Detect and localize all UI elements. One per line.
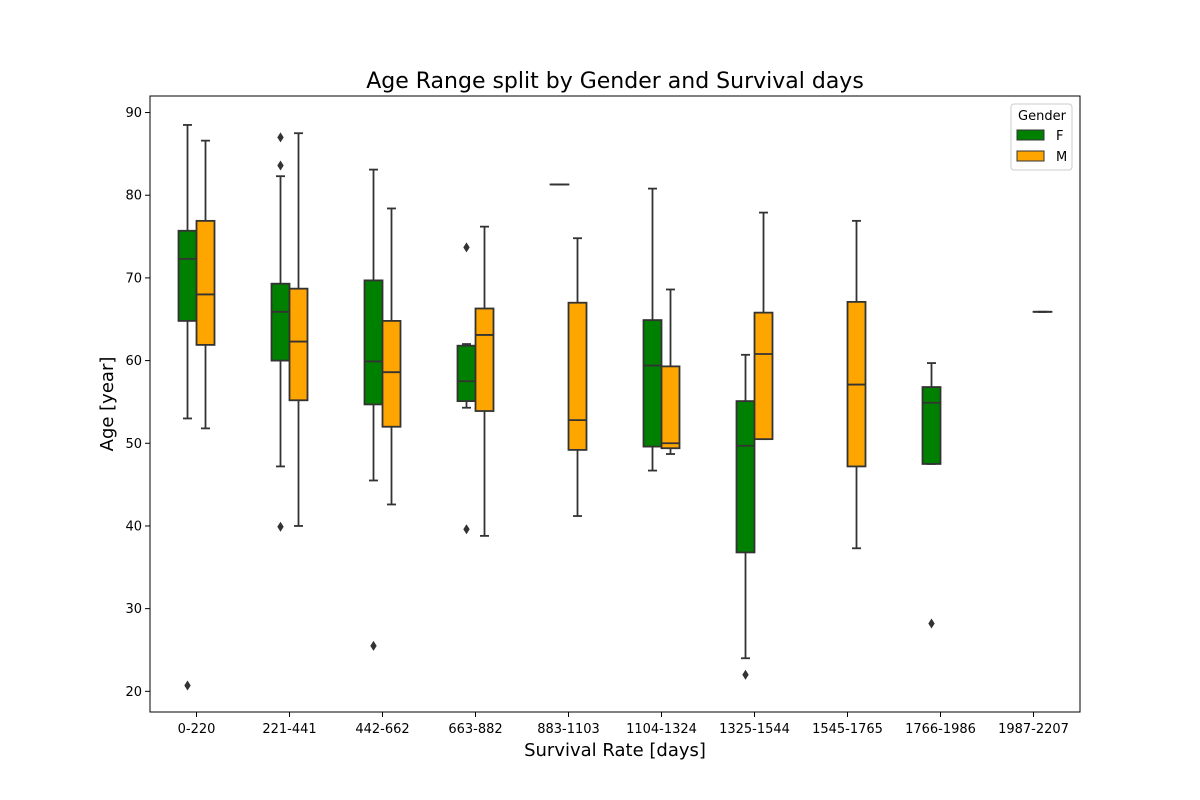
box-m-0-220 — [195, 139, 216, 430]
plot-border — [149, 95, 1081, 713]
x-tick-label: 1325-1544 — [719, 722, 790, 737]
iqr-box — [660, 365, 681, 450]
legend-swatch-m — [1016, 150, 1045, 162]
box-m-883-1103 — [567, 237, 588, 517]
outlier-point — [463, 242, 470, 253]
x-tick-label: 442-662 — [355, 722, 409, 737]
outlier-point — [463, 524, 470, 535]
outlier-point — [277, 132, 284, 143]
outlier-point — [277, 521, 284, 532]
x-axis: 0-220 221-441 442-662 663-882 883-1103 1104-1… — [178, 712, 1069, 737]
y-tick-label: 70 — [125, 271, 142, 286]
x-tick-label: 0-220 — [178, 722, 216, 737]
x-tick-label: 1104-1324 — [626, 722, 697, 737]
outlier-point — [370, 640, 377, 651]
x-tick-label: 221-441 — [262, 722, 316, 737]
boxes-layer — [177, 124, 1053, 691]
x-tick-label: 1766-1986 — [905, 722, 976, 737]
y-tick-label: 50 — [125, 437, 142, 452]
iqr-box — [567, 301, 588, 451]
box-m-442-662 — [381, 207, 402, 506]
iqr-box — [288, 287, 309, 402]
y-axis-label: Age [year] — [97, 357, 118, 452]
x-tick-label: 883-1103 — [537, 722, 600, 737]
outlier-point — [277, 160, 284, 171]
outlier-point — [742, 669, 749, 680]
box-f-0-220 — [177, 124, 198, 691]
legend-swatch-f — [1016, 129, 1045, 141]
legend-label-f: F — [1056, 129, 1063, 144]
y-axis: 20 30 40 50 60 70 80 90 — [125, 106, 150, 700]
y-tick-label: 30 — [125, 602, 142, 617]
box-m-1325-1544 — [753, 211, 774, 441]
iqr-box — [735, 400, 756, 554]
iqr-box — [381, 320, 402, 428]
iqr-box — [177, 229, 198, 322]
y-tick-label: 80 — [125, 189, 142, 204]
outlier-point — [184, 680, 191, 691]
box-m-1545-1765 — [846, 219, 867, 550]
iqr-box — [270, 282, 291, 362]
chart-title: Age Range split by Gender and Survival d… — [366, 69, 864, 94]
x-axis-label: Survival Rate [days] — [524, 740, 706, 761]
outlier-point — [928, 618, 935, 629]
y-tick-label: 90 — [125, 106, 142, 121]
box-m-1104-1324 — [660, 288, 681, 455]
iqr-box — [456, 344, 477, 403]
iqr-box — [753, 311, 774, 441]
box-f-1325-1544 — [735, 353, 756, 680]
box-f-1766-1986 — [921, 362, 942, 629]
iqr-box — [195, 219, 216, 346]
legend-title: Gender — [1018, 109, 1067, 124]
box-m-663-882 — [474, 225, 495, 537]
y-tick-label: 40 — [125, 519, 142, 534]
iqr-box — [474, 307, 495, 412]
box-m-221-441 — [288, 132, 309, 527]
x-tick-label: 1987-2207 — [998, 722, 1069, 737]
legend: Gender F M — [1010, 103, 1073, 171]
y-tick-label: 20 — [125, 685, 142, 700]
legend-label-m: M — [1056, 150, 1067, 165]
x-tick-label: 1545-1765 — [812, 722, 883, 737]
iqr-box — [642, 319, 663, 448]
iqr-box — [921, 386, 942, 465]
x-tick-label: 663-882 — [448, 722, 502, 737]
iqr-box — [363, 279, 384, 406]
y-tick-label: 60 — [125, 354, 142, 369]
